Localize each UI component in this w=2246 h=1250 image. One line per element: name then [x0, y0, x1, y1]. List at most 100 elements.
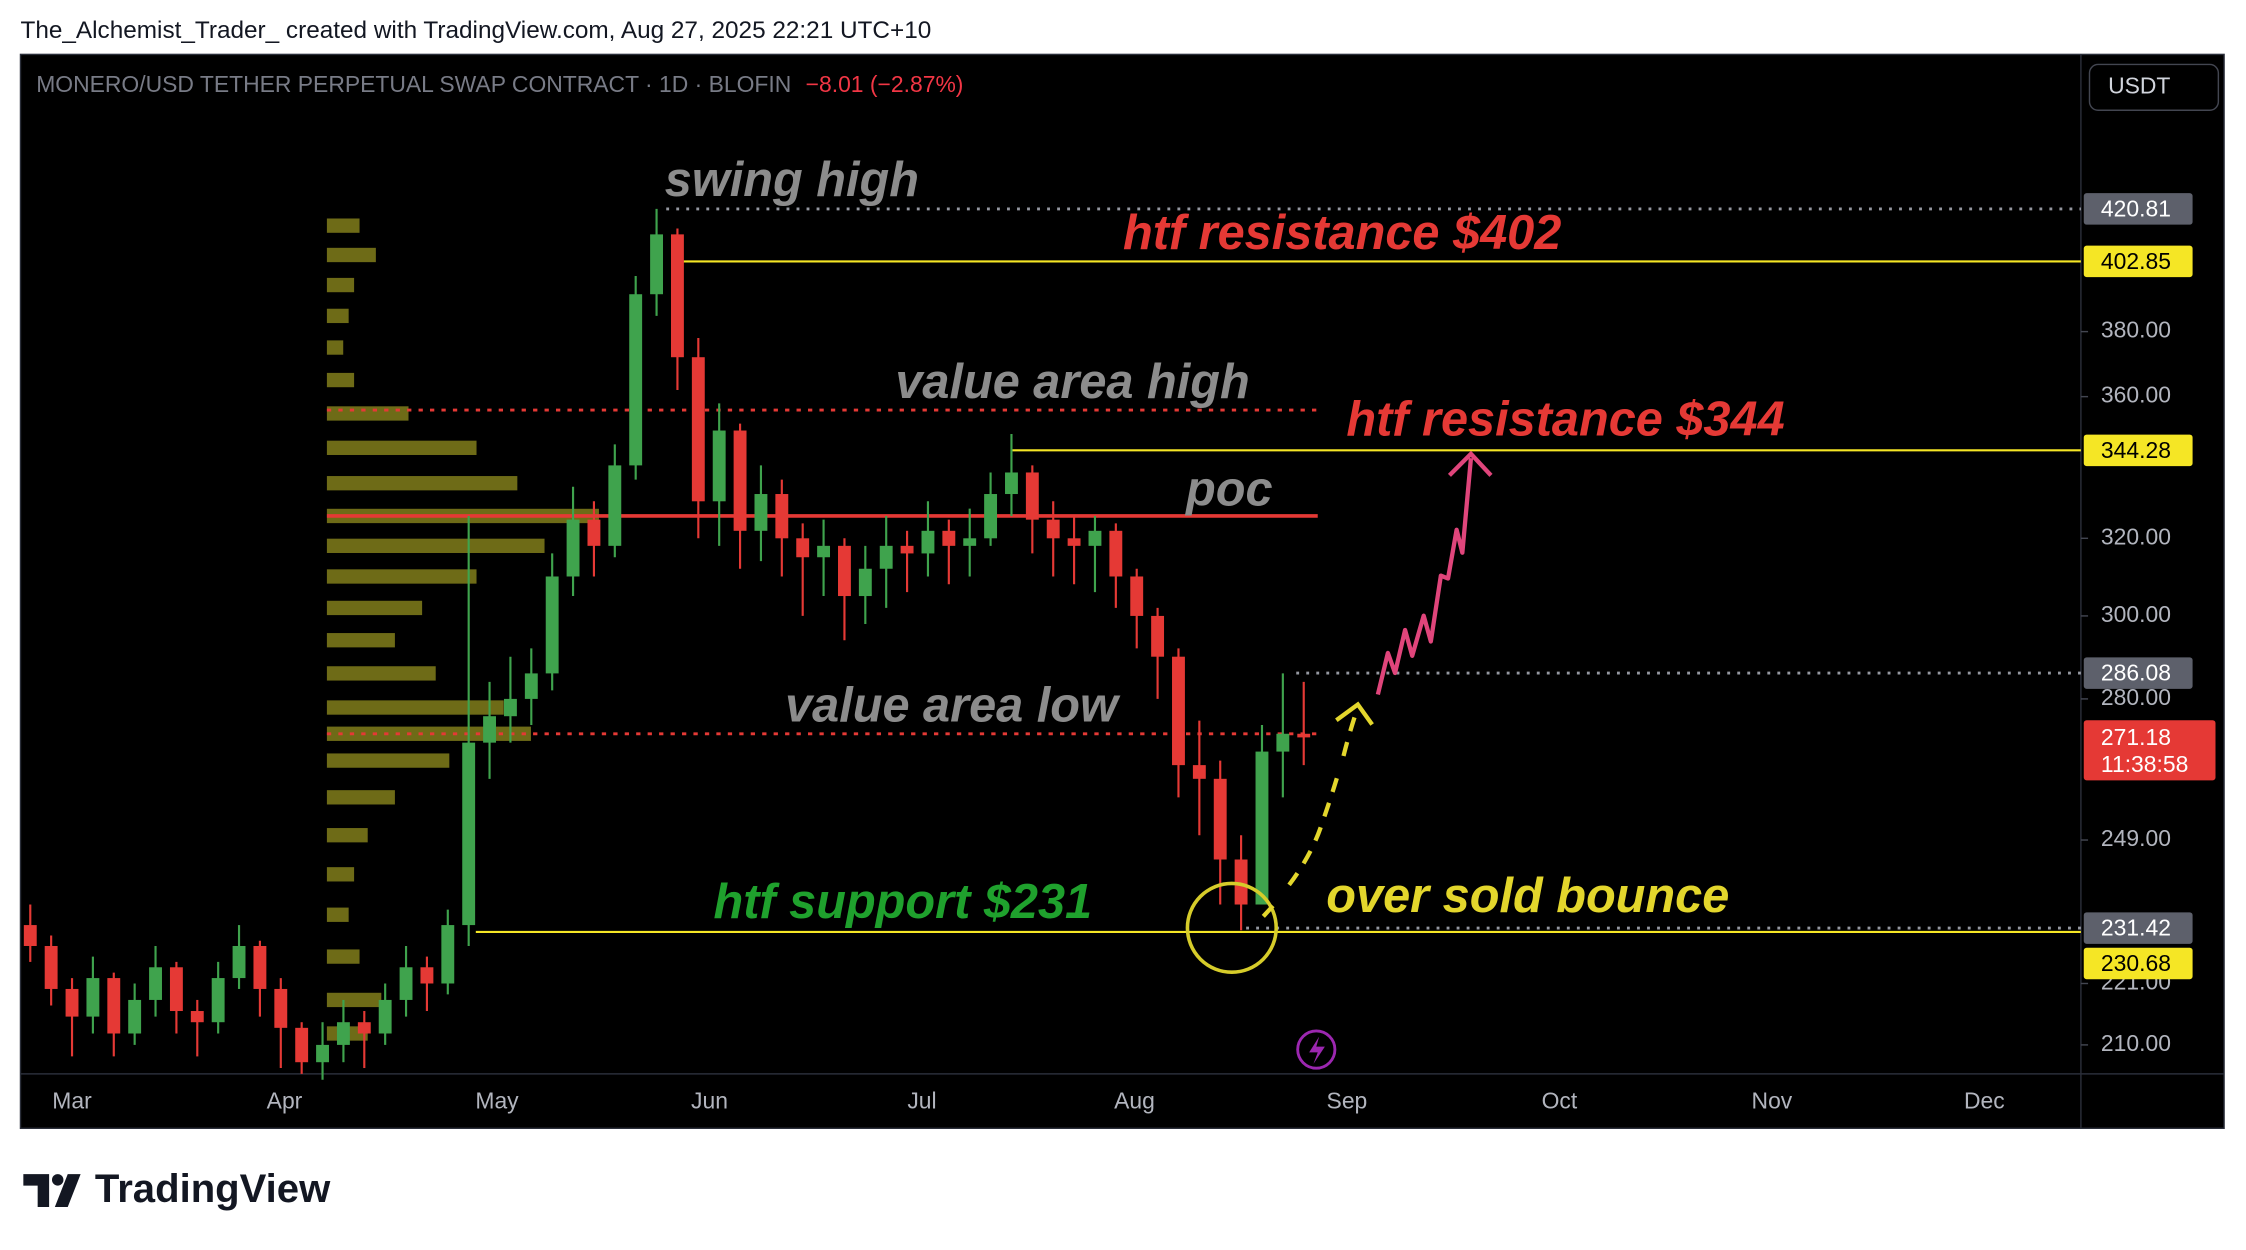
volume-profile-bar: [326, 949, 360, 964]
candle-body: [357, 1022, 371, 1034]
price-label: 420.81: [2101, 195, 2171, 221]
candle-body: [984, 494, 998, 539]
annotation: value area high: [895, 355, 1249, 409]
candle-body: [441, 925, 455, 984]
countdown-label: 11:38:58: [2101, 751, 2188, 777]
candle-body: [1005, 472, 1018, 495]
volume-profile-bar: [326, 867, 355, 882]
chart-title: MONERO/USD TETHER PERPETUAL SWAP CONTRAC…: [36, 71, 791, 97]
candle-body: [1172, 656, 1185, 766]
y-tick-label: 320.00: [2101, 523, 2171, 549]
candle-body: [1109, 530, 1123, 577]
price-label: 344.28: [2101, 437, 2171, 463]
volume-profile-bar: [326, 277, 355, 293]
annotation: over sold bounce: [1326, 869, 1729, 923]
price-label-box: [2083, 912, 2193, 944]
volume-profile-bar: [326, 726, 531, 741]
candle-body: [900, 545, 914, 554]
candle-body: [691, 357, 705, 502]
annotation: swing high: [665, 153, 919, 207]
x-tick-label: Oct: [1542, 1088, 1578, 1114]
brand-mark: [23, 1174, 81, 1208]
brand-mark-dot: [51, 1174, 64, 1186]
event-icon-bolt: [1309, 1036, 1325, 1064]
candle-body: [1234, 859, 1248, 905]
price-label: 402.85: [2101, 248, 2171, 274]
candle-body: [1297, 733, 1311, 738]
y-tick-label: 249.00: [2101, 825, 2171, 851]
x-tick-label: Mar: [52, 1088, 92, 1114]
candle-body: [796, 538, 810, 558]
volume-profile-bar: [326, 700, 504, 715]
candle-body: [1276, 733, 1290, 752]
candle-body: [629, 294, 643, 466]
candle-body: [1088, 530, 1102, 546]
projection-arrowhead: [1447, 450, 1493, 477]
x-tick-label: Apr: [267, 1088, 303, 1114]
x-tick-label: Aug: [1114, 1088, 1155, 1114]
candle-body: [149, 967, 162, 1000]
candle-body: [942, 530, 956, 546]
x-tick-label: Jun: [691, 1088, 728, 1114]
volume-profile-bar: [326, 828, 368, 843]
candle-body: [1192, 765, 1206, 779]
candle-body: [545, 576, 559, 674]
candle-body: [733, 430, 747, 531]
candle-body: [1067, 538, 1081, 546]
candle-body: [107, 978, 121, 1034]
annotation: poc: [1184, 462, 1273, 516]
x-tick-label: Sep: [1327, 1088, 1368, 1114]
candle-body: [921, 530, 935, 554]
volume-profile-bar: [326, 666, 436, 681]
candle-body: [44, 945, 58, 989]
x-tick-label: Dec: [1964, 1088, 2005, 1114]
candle-body: [775, 494, 789, 539]
y-tick-label: 360.00: [2101, 382, 2171, 408]
last-price-box: [2083, 720, 2216, 781]
bounce-arrowhead: [1335, 701, 1374, 726]
candle-body: [65, 988, 79, 1017]
volume-profile-bar: [326, 406, 409, 421]
candle-body: [420, 967, 434, 984]
bounce-arrow: [1261, 710, 1359, 918]
candle-body: [211, 978, 225, 1023]
candle-body: [1255, 751, 1269, 905]
volume-profile-bar: [326, 372, 355, 388]
chart-pane: [19, 53, 2225, 1130]
candle-body: [399, 967, 413, 1000]
volume-profile-bar: [326, 247, 376, 263]
volume-profile-bar: [326, 340, 344, 355]
y-tick-label: 210.00: [2101, 1030, 2171, 1056]
candle-body: [169, 967, 183, 1012]
candle-body: [608, 465, 622, 546]
candle-body: [336, 1022, 350, 1045]
volume-profile-bar: [326, 992, 382, 1008]
candle-body: [1213, 778, 1227, 860]
candle-body: [524, 673, 538, 699]
candle-body: [190, 1011, 204, 1023]
y-tick-label: 380.00: [2101, 317, 2171, 343]
price-label-box: [2083, 193, 2193, 225]
volume-profile-bar: [326, 538, 545, 554]
candle-body: [503, 698, 517, 717]
bounce-circle: [1185, 881, 1278, 975]
brand-logo: TradingView: [23, 1167, 331, 1211]
volume-profile-bar: [326, 907, 349, 922]
candle-body: [838, 545, 851, 597]
x-tick-label: Nov: [1752, 1088, 1793, 1114]
event-icon[interactable]: [1296, 1029, 1337, 1070]
volume-profile-bar: [326, 440, 477, 455]
price-label: 230.68: [2101, 950, 2171, 976]
candle-body: [587, 519, 601, 546]
candle-body: [650, 234, 664, 295]
price-label-box: [2083, 245, 2193, 278]
currency-button[interactable]: [2088, 63, 2220, 111]
x-tick-label: May: [475, 1088, 519, 1114]
candle-body: [86, 978, 100, 1017]
annotation: value area low: [785, 679, 1121, 733]
candle-body: [295, 1027, 309, 1063]
currency-label: USDT: [2108, 72, 2170, 98]
volume-profile-bar: [326, 218, 360, 233]
price-label: 231.42: [2101, 915, 2171, 941]
candle-body: [670, 234, 684, 358]
